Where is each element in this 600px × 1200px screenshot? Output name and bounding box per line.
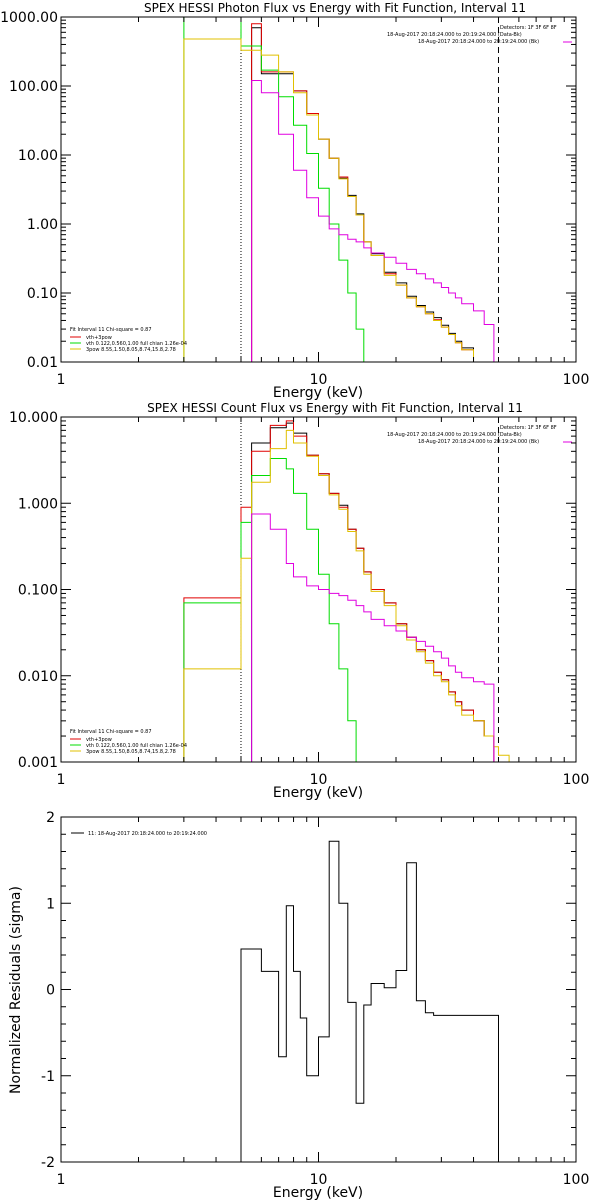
count-fit-note: Fit Interval 11 Chi-square = 0.87	[70, 729, 152, 735]
photon-y-tick-label: 100.00	[9, 79, 58, 95]
count-y-tick-label: 1.000	[18, 496, 58, 512]
photon-series-0	[251, 27, 485, 363]
residuals-chart: 1 10 100 -2 -1 0 1 2 Energy (keV) Normalized Re…	[8, 810, 589, 1200]
photon-series-1	[251, 23, 485, 363]
count-axes: 1 10 100 0.001 0.010 0.100 1.000 10.000	[9, 410, 589, 788]
count-flux-chart: SPEX HESSI Count Flux vs Energy with Fit…	[9, 401, 589, 801]
residuals-x-tick-label: 100	[563, 1172, 590, 1188]
residuals-x-axis-label: Energy (keV)	[273, 1185, 363, 1200]
photon-chart-title: SPEX HESSI Photon Flux vs Energy with Fi…	[144, 1, 526, 15]
count-chart-title: SPEX HESSI Count Flux vs Energy with Fit…	[147, 401, 523, 415]
photon-data-interval-note: 18-Aug-2017 20:18:24.000 to 20:19:24.000…	[387, 32, 522, 38]
photon-y-tick-label: 0.10	[27, 286, 58, 302]
photon-flux-chart: SPEX HESSI Photon Flux vs Energy with Fi…	[0, 1, 589, 401]
photon-series-2	[183, 16, 372, 363]
residuals-series-0	[240, 840, 499, 1162]
count-legend-label-vth: vth 0.122,0.560,1.00 full chian 1.26e-04	[86, 743, 187, 749]
photon-legend-label-vth-3pow: vth+3pow	[86, 335, 112, 341]
residuals-y-axis-label: Normalized Residuals (sigma)	[8, 886, 24, 1094]
photon-fit-note: Fit Interval 11 Chi-square = 0.87	[70, 327, 152, 333]
count-detectors-note: Detectors: 1F 3F 6F 8F	[500, 425, 557, 431]
photon-x-tick-label: 1	[57, 372, 66, 388]
photon-bk-interval-note: 18-Aug-2017 20:18:24.000 to 20:19:24.000…	[418, 39, 539, 45]
photon-y-tick-label: 1000.00	[0, 10, 58, 26]
photon-axes: 1 10 100 0.01 0.10 1.00 10.00 100.00 1000.00	[0, 10, 589, 388]
photon-x-tick-label: 100	[563, 372, 590, 388]
count-legend-label-3pow: 3pow 8.55,1.50,8.05,8.74,15.8,2.78	[86, 749, 176, 755]
count-bk-interval-note: 18-Aug-2017 20:18:24.000 to 20:19:24.000…	[418, 439, 539, 445]
photon-x-axis-label: Energy (keV)	[273, 385, 363, 401]
count-data-interval-note: 18-Aug-2017 20:18:24.000 to 20:19:24.000…	[387, 432, 522, 438]
count-series-3	[183, 429, 519, 763]
residuals-y-tick-label: 1	[46, 896, 55, 912]
residuals-y-tick-label: -2	[41, 1155, 55, 1171]
count-y-tick-label: 0.010	[18, 669, 58, 685]
photon-series-layer	[183, 16, 510, 363]
count-y-tick-label: 0.100	[18, 583, 58, 599]
count-legend-label-vth-3pow: vth+3pow	[86, 737, 112, 743]
count-x-tick-label: 100	[563, 772, 590, 788]
photon-y-tick-label: 1.00	[27, 217, 58, 233]
photon-series-4	[251, 80, 495, 362]
count-legend: vth+3pow vth 0.122,0.560,1.00 full chian…	[70, 737, 187, 755]
count-series-2	[183, 458, 364, 763]
photon-legend-label-3pow: 3pow 8.55,1.50,8.05,8.74,15.8,2.78	[86, 347, 176, 353]
photon-legend: vth+3pow vth 0.122,0.560,1.00 full chian…	[70, 335, 187, 353]
residuals-x-tick-label: 1	[57, 1172, 66, 1188]
photon-series-3	[183, 38, 510, 363]
count-series-1	[183, 420, 495, 762]
residuals-y-tick-label: 0	[46, 983, 55, 999]
photon-y-tick-label: 10.00	[18, 148, 58, 164]
residuals-series-layer	[240, 840, 499, 1162]
count-x-tick-label: 10	[310, 772, 328, 788]
count-series-layer	[183, 417, 519, 763]
count-y-tick-label: 10.000	[9, 410, 58, 426]
count-series-0	[251, 422, 495, 762]
count-x-tick-label: 1	[57, 772, 66, 788]
count-y-tick-label: 0.001	[18, 755, 58, 771]
residuals-x-tick-label: 10	[310, 1172, 328, 1188]
residuals-legend-label: 11: 18-Aug-2017 20:18:24.000 to 20:19:24…	[88, 831, 207, 837]
count-x-axis-label: Energy (keV)	[273, 785, 363, 801]
residuals-axes: 1 10 100 -2 -1 0 1 2	[41, 810, 589, 1188]
photon-x-tick-label: 10	[310, 372, 328, 388]
residuals-y-tick-label: -1	[41, 1069, 55, 1085]
photon-legend-label-vth: vth 0.122,0.560,1.00 full chian 1.26e-04	[86, 341, 187, 347]
photon-y-tick-label: 0.01	[27, 355, 58, 371]
count-series-4	[251, 513, 495, 762]
photon-detectors-note: Detectors: 1F 3F 6F 8F	[500, 25, 557, 31]
residuals-y-tick-label: 2	[46, 810, 55, 826]
